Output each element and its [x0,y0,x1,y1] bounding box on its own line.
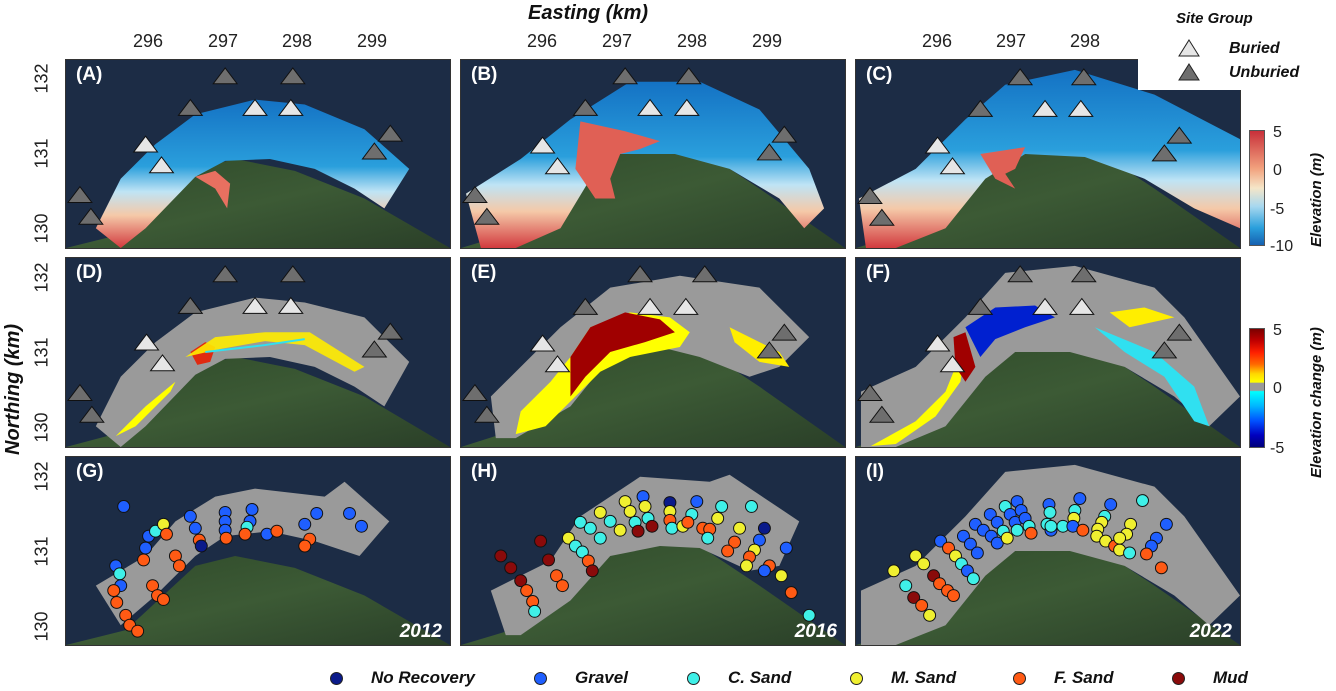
f-sand-dot-icon [1013,671,1026,685]
unburied-triangle-icon [1178,63,1200,81]
x-tick: 298 [677,31,708,51]
x-tick: 296 [133,31,164,51]
legend-label: F. Sand [1054,668,1114,687]
site-group-legend: Site Group Buried Unburied [1138,0,1336,90]
elevation-colorbar-tick: -5 [1270,201,1285,218]
legend-item-mud: Mud [1172,668,1248,688]
panel-a-elevation-map: (A) [65,59,451,249]
legend-item-no-recovery: No Recovery [330,668,475,688]
y-tick: 132 [31,461,52,492]
panel-label: (G) [76,461,104,482]
no-recovery-dot-icon [330,671,343,685]
elevation-change-colorbar-tick: 0 [1273,380,1282,397]
panel-label: (F) [866,262,891,283]
y-tick: 131 [31,138,52,169]
mud-dot-icon [1172,671,1185,685]
elevation-colorbar-title: Elevation (m) [1308,152,1325,247]
panel-label: (E) [471,262,497,283]
c-sand-dot-icon [687,671,700,685]
panel-b-elevation-map: (B) [460,59,846,249]
buried-triangle-icon [1178,39,1200,57]
panel-label: (C) [866,64,893,85]
y-tick: 132 [31,63,52,94]
x-tick: 299 [357,31,388,51]
y-tick: 130 [31,213,52,244]
y-axis-title: Northing (km) [2,323,24,455]
elevation-change-colorbar-tick: -5 [1270,440,1285,457]
elevation-colorbar [1249,130,1265,246]
panel-label: (I) [866,461,884,482]
y-tick: 132 [31,262,52,293]
panel-label: (D) [76,262,103,283]
legend-item-m-sand: M. Sand [850,668,956,688]
x-tick: 297 [602,31,633,51]
y-tick: 131 [31,536,52,567]
gravel-dot-icon [534,671,547,685]
y-tick: 130 [31,611,52,642]
panel-g-sediment-map: (G) 2012 [65,456,451,646]
panel-f-elevation-change-map: (F) [855,257,1241,448]
legend-label: M. Sand [891,668,957,687]
legend-label: C. Sand [728,668,792,687]
x-tick: 299 [752,31,783,51]
legend-label: No Recovery [371,668,475,687]
panel-e-elevation-change-map: (E) [460,257,846,448]
m-sand-dot-icon [850,671,863,685]
elevation-change-colorbar-tick: 5 [1273,322,1282,339]
year-label: 2016 [794,621,837,642]
elevation-colorbar-tick: -10 [1270,238,1294,255]
panel-c-elevation-map: (C) [855,59,1241,249]
legend-buried-label: Buried [1229,40,1280,57]
panel-label: (B) [471,64,498,85]
legend-unburied-label: Unburied [1229,64,1300,81]
x-tick: 297 [208,31,239,51]
legend-item-c-sand: C. Sand [687,668,791,688]
x-axis-title: Easting (km) [528,2,649,24]
panel-h-sediment-map: (H) 2016 [460,456,846,646]
x-tick: 296 [922,31,953,51]
elevation-colorbar-tick: 0 [1273,162,1282,179]
elevation-change-colorbar [1249,328,1265,448]
x-tick: 296 [527,31,558,51]
legend-label: Gravel [575,668,628,687]
elevation-change-colorbar-title: Elevation change (m) [1308,327,1325,478]
x-tick: 298 [1070,31,1101,51]
year-label: 2012 [399,621,442,642]
legend-item-gravel: Gravel [534,668,628,688]
legend-label: Mud [1213,668,1248,687]
panel-i-sediment-map: (I) 2022 [855,456,1241,646]
site-group-legend-title: Site Group [1176,10,1253,27]
y-tick: 130 [31,412,52,443]
year-label: 2022 [1189,621,1232,642]
x-tick: 297 [996,31,1027,51]
x-tick: 298 [282,31,313,51]
elevation-colorbar-tick: 5 [1273,124,1282,141]
panel-label: (A) [76,64,103,85]
legend-item-f-sand: F. Sand [1013,668,1114,688]
panel-d-elevation-change-map: (D) [65,257,451,448]
y-tick: 131 [31,337,52,368]
panel-label: (H) [471,461,498,482]
sediment-legend: No Recovery Gravel C. Sand M. Sand F. Sa… [330,668,1250,690]
